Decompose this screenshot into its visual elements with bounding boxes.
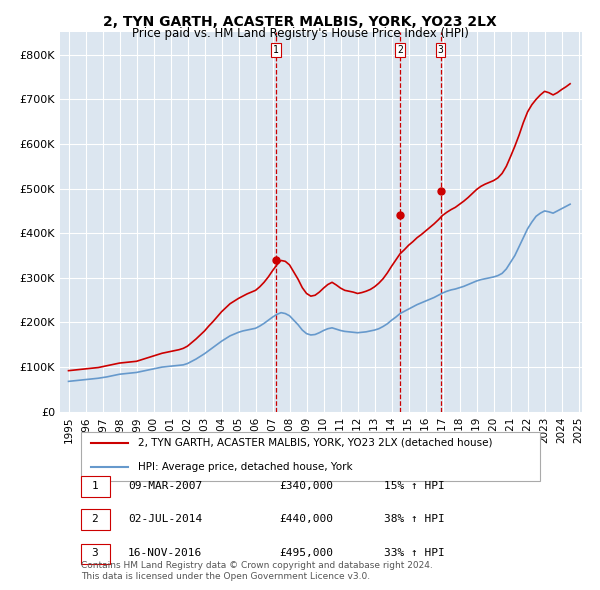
Text: 33% ↑ HPI: 33% ↑ HPI (383, 548, 445, 558)
FancyBboxPatch shape (81, 509, 110, 530)
Text: £495,000: £495,000 (279, 548, 333, 558)
Text: 02-JUL-2014: 02-JUL-2014 (128, 513, 202, 523)
Text: HPI: Average price, detached house, York: HPI: Average price, detached house, York (139, 462, 353, 472)
Text: 38% ↑ HPI: 38% ↑ HPI (383, 513, 445, 523)
Text: 3: 3 (92, 548, 98, 558)
Text: Contains HM Land Registry data © Crown copyright and database right 2024.
This d: Contains HM Land Registry data © Crown c… (81, 561, 433, 581)
Text: 09-MAR-2007: 09-MAR-2007 (128, 481, 202, 491)
Text: £340,000: £340,000 (279, 481, 333, 491)
Text: 15% ↑ HPI: 15% ↑ HPI (383, 481, 445, 491)
Text: 2: 2 (92, 513, 98, 523)
FancyBboxPatch shape (81, 476, 110, 497)
Text: 3: 3 (437, 45, 443, 55)
Text: 1: 1 (92, 481, 98, 491)
FancyBboxPatch shape (81, 543, 110, 564)
FancyBboxPatch shape (81, 432, 540, 481)
Text: 2, TYN GARTH, ACASTER MALBIS, YORK, YO23 2LX (detached house): 2, TYN GARTH, ACASTER MALBIS, YORK, YO23… (139, 438, 493, 448)
Text: 2: 2 (397, 45, 403, 55)
Text: £440,000: £440,000 (279, 513, 333, 523)
Text: Price paid vs. HM Land Registry's House Price Index (HPI): Price paid vs. HM Land Registry's House … (131, 27, 469, 40)
Text: 16-NOV-2016: 16-NOV-2016 (128, 548, 202, 558)
Text: 1: 1 (273, 45, 279, 55)
Text: 2, TYN GARTH, ACASTER MALBIS, YORK, YO23 2LX: 2, TYN GARTH, ACASTER MALBIS, YORK, YO23… (103, 15, 497, 29)
